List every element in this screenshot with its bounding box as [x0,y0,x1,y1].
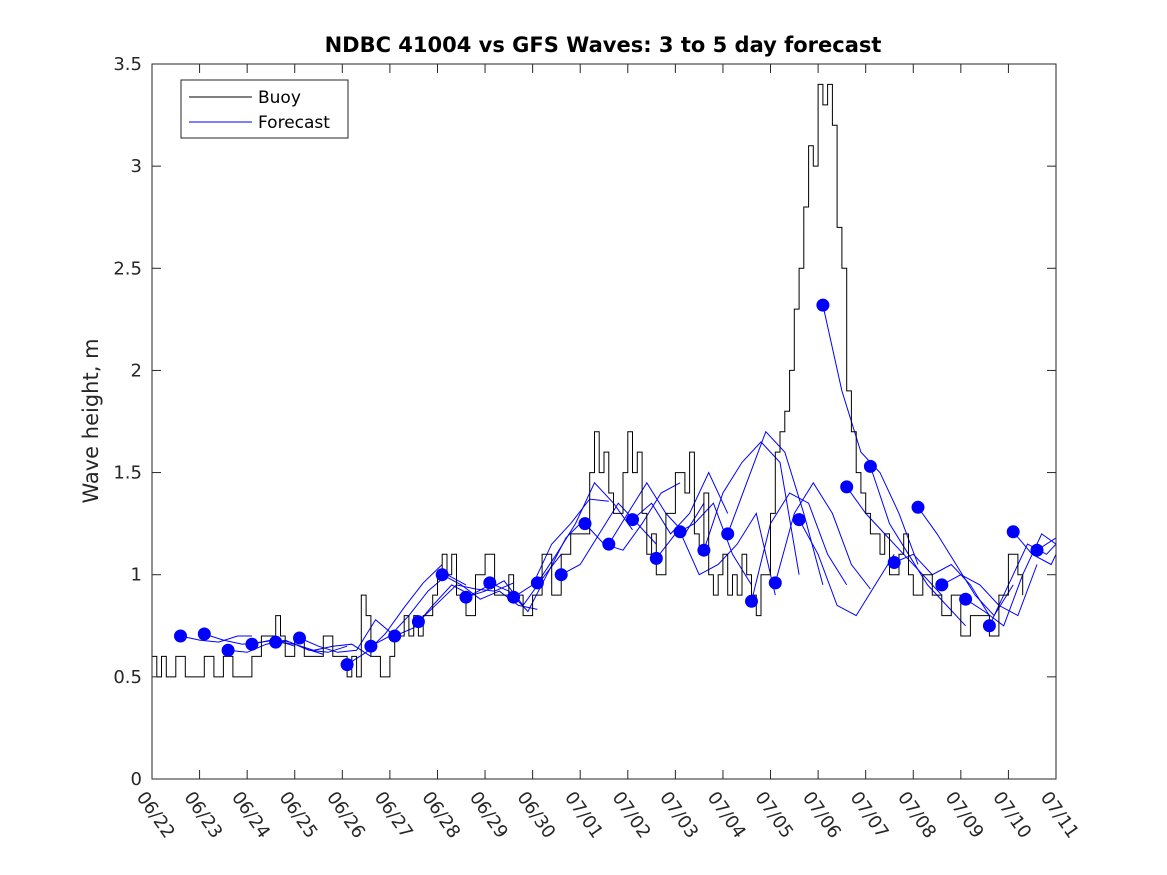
forecast-start-marker [388,629,402,643]
forecast-start-marker [935,578,949,592]
forecast-start-marker [554,568,568,582]
y-tick-label: 3.5 [113,54,142,75]
forecast-line-0 [180,635,252,643]
forecast-start-marker [269,635,283,649]
forecast-line-13 [513,498,609,598]
axes-box [151,63,1057,780]
forecast-start-marker [982,619,996,633]
forecast-line-8 [394,584,491,637]
forecast-line-5 [299,618,396,653]
forecast-start-marker [221,643,235,657]
forecast-start-marker [435,568,449,582]
forecast-start-marker [721,527,735,541]
forecast-start-marker [649,551,663,565]
legend: Buoy Forecast [180,79,349,139]
forecast-start-marker [245,637,259,651]
y-tick-label: 1 [131,565,142,586]
forecast-line-28 [869,466,966,627]
forecast-start-marker [578,517,592,531]
forecast-start-marker [840,480,854,494]
legend-box [180,79,349,139]
forecast-line-27 [846,486,943,596]
forecast-start-marker [293,631,306,645]
y-tick-label: 1.5 [113,463,142,484]
forecast-start-marker [792,513,806,527]
forecast-start-marker [887,556,901,569]
forecast-line-6 [346,564,443,666]
plot-area [152,83,1056,678]
legend-label-forecast: Forecast [258,113,330,133]
forecast-start-marker [1006,525,1020,539]
legend-label-buoy: Buoy [258,88,301,108]
forecast-start-marker [745,594,758,608]
forecast-line-14 [536,481,633,584]
chart-title: NDBC 41004 vs GFS Waves: 3 to 5 day fore… [325,33,882,57]
y-tick-label: 0.5 [113,667,142,688]
forecast-line-32 [965,533,1056,627]
forecast-line-24 [774,481,871,590]
buoy-line [152,83,1024,678]
forecast-start-marker [340,658,354,672]
forecast-line-29 [894,553,990,616]
forecast-line-23 [751,492,848,602]
y-tick-label: 0 [131,769,142,790]
forecast-line-30 [917,507,1014,617]
forecast-line-15 [560,502,657,576]
forecast-line-9 [418,582,514,623]
forecast-start-marker [197,627,211,641]
forecast-start-marker [816,298,830,312]
forecast-start-marker [602,537,616,551]
forecast-start-marker [863,459,877,473]
forecast-start-marker [459,590,473,604]
forecast-start-marker [673,525,687,539]
forecast-start-marker [364,639,378,653]
forecast-start-marker [530,576,544,590]
forecast-start-marker [911,500,925,514]
forecast-line-7 [370,574,467,647]
forecast-start-marker [626,513,639,527]
forecast-line-10 [441,574,538,610]
forecast-start-marker [1030,543,1044,557]
forecast-line-16 [584,482,681,551]
forecast-line-17 [608,481,705,545]
forecast-line-34 [1012,531,1056,566]
forecast-line-31 [941,564,1038,617]
forecast-start-marker [411,615,425,629]
y-tick-label: 2 [131,360,142,381]
y-tick-label: 3 [131,156,142,177]
y-axis-label: Wave height, m [79,338,103,503]
forecast-line-22 [727,430,824,586]
forecast-line-21 [703,441,800,575]
forecast-line-18 [632,471,729,535]
forecast-start-marker [174,629,187,643]
forecast-start-marker [483,576,497,590]
forecast-start-marker [768,576,782,590]
forecast-line-25 [798,519,895,617]
y-tick-label: 2.5 [113,258,142,279]
forecast-start-marker [507,590,521,604]
forecast-start-marker [959,592,973,606]
forecast-line-33 [988,543,1056,627]
forecast-start-marker [697,543,711,557]
